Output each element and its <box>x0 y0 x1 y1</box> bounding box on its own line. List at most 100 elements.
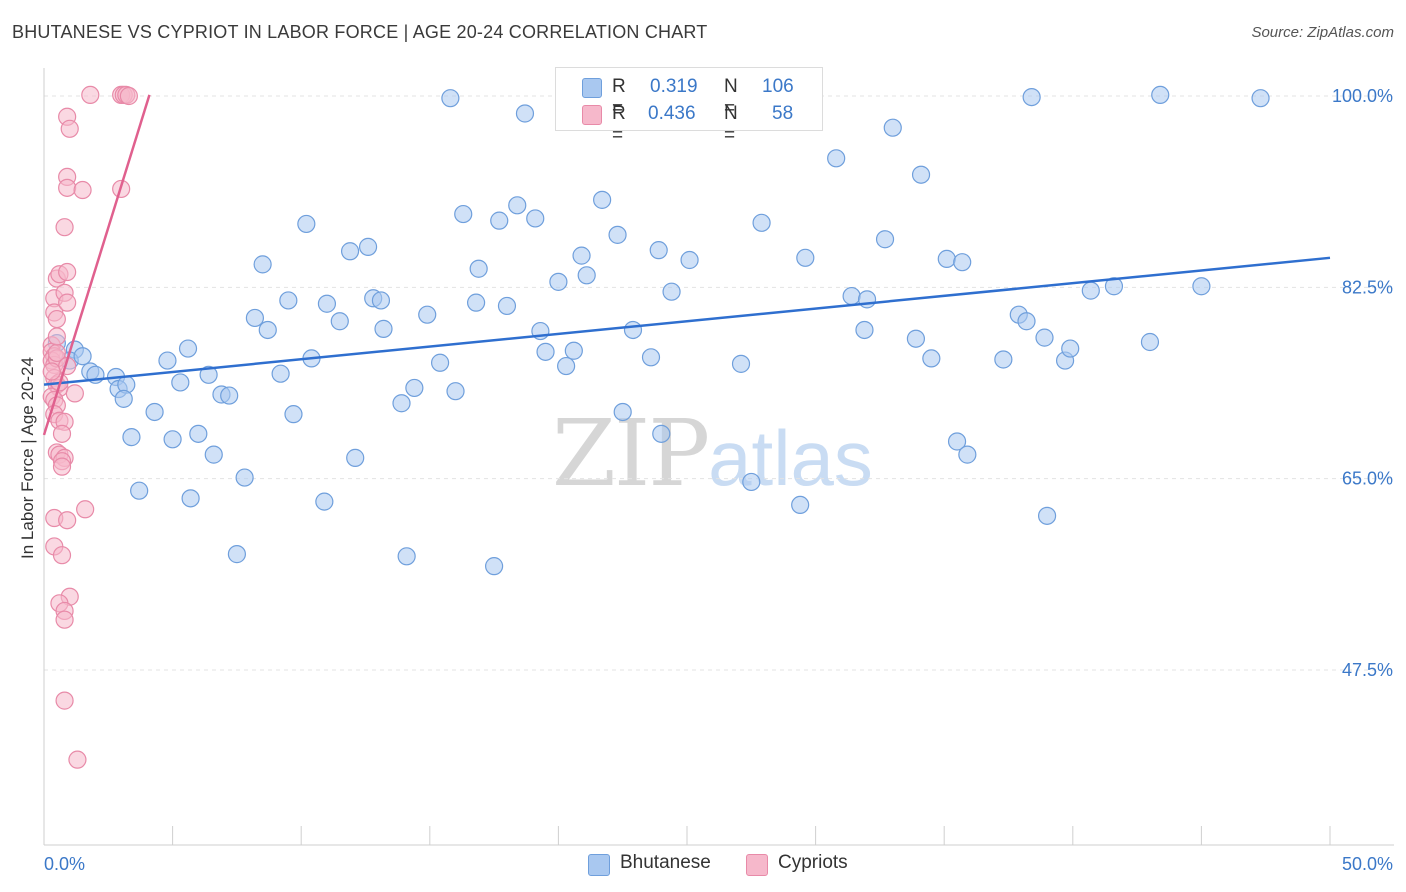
cypriots-point <box>47 327 66 346</box>
bhutanese-point <box>947 432 967 451</box>
bhutanese-point <box>258 320 277 340</box>
legend-swatch-cypriots <box>582 105 602 125</box>
legend-r-label: R = <box>612 76 626 119</box>
bhutanese-point <box>346 448 365 467</box>
legend-stats: R = 0.319 N = 106 R = 0.436 N = 58 <box>555 67 823 146</box>
cypriots-point <box>47 309 66 329</box>
bhutanese-point <box>572 246 591 265</box>
legend-label-cypriots: Cypriots <box>778 852 848 873</box>
bhutanese-point <box>796 248 815 267</box>
bhutanese-point <box>680 250 699 270</box>
bhutanese-point <box>204 445 223 464</box>
bhutanese-point <box>271 364 290 383</box>
bhutanese-point <box>883 118 902 137</box>
x-tick-labels: 0.0% 50.0% <box>44 854 1393 874</box>
cypriots-point <box>55 610 74 629</box>
bhutanese-point <box>515 104 535 123</box>
watermark-atlas: atlas <box>708 414 873 502</box>
cypriots-point <box>58 262 77 282</box>
bhutanese-point <box>163 430 182 449</box>
legend-label-bhutanese: Bhutanese <box>620 852 711 873</box>
bhutanese-point <box>742 472 761 492</box>
bhutanese-point <box>731 354 751 373</box>
bhutanese-point <box>235 468 254 487</box>
bhutanese-point <box>178 339 198 358</box>
bhutanese-point <box>791 495 810 515</box>
cypriots-point <box>42 362 61 381</box>
bhutanese-point <box>340 242 360 261</box>
bhutanese-point <box>145 402 164 422</box>
legend-n-label: N = <box>724 76 738 119</box>
cypriots-point <box>73 180 92 200</box>
bhutanese-point <box>469 259 488 278</box>
bhutanese-point <box>549 272 568 291</box>
series-cypriots <box>42 85 138 769</box>
cypriots-point <box>76 500 95 519</box>
bhutanese-point <box>1022 87 1041 107</box>
bhutanese-point <box>199 365 218 384</box>
bhutanese-point <box>122 428 141 447</box>
cypriots-point <box>52 546 72 565</box>
bhutanese-point <box>220 386 239 405</box>
bhutanese-point <box>130 481 149 500</box>
cypriots-point <box>58 511 77 530</box>
cypriots-point <box>55 218 74 237</box>
bhutanese-point <box>279 291 298 310</box>
bhutanese-point <box>114 389 133 408</box>
bhutanese-point <box>536 342 555 361</box>
bhutanese-point <box>557 356 576 376</box>
bhutanese-point <box>564 341 583 360</box>
cypriots-trend-line <box>42 94 151 436</box>
cypriots-point <box>81 85 100 105</box>
bhutanese-point <box>827 149 846 168</box>
cypriots-point <box>60 119 79 138</box>
bhutanese-point <box>485 557 504 576</box>
bhutanese-point <box>906 329 926 348</box>
cypriots-point <box>65 384 84 403</box>
legend-r-label: R = <box>612 103 626 146</box>
cypriots-point <box>55 691 74 710</box>
x-tick-label: 0.0% <box>44 854 85 874</box>
cypriots-point <box>68 750 87 769</box>
bhutanese-point <box>1081 281 1100 300</box>
chart-title: BHUTANESE VS CYPRIOT IN LABOR FORCE | AG… <box>12 22 708 42</box>
bhutanese-point <box>454 204 473 224</box>
bhutanese-point <box>441 89 460 108</box>
bhutanese-point <box>875 230 895 249</box>
bhutanese-point <box>253 255 272 274</box>
y-tick-label: 65.0% <box>1342 469 1393 489</box>
bhutanese-point <box>641 348 661 367</box>
y-tick-label: 100.0% <box>1332 86 1393 106</box>
bhutanese-point <box>1037 506 1057 525</box>
legend-swatch-cypriots <box>746 854 768 876</box>
bhutanese-point <box>994 350 1013 369</box>
legend-n-value: 58 <box>772 103 794 124</box>
bhutanese-point <box>662 282 681 301</box>
legend-r-value: 0.436 <box>648 103 696 124</box>
bhutanese-point <box>958 445 977 464</box>
y-axis-label: In Labor Force | Age 20-24 <box>18 357 37 559</box>
bhutanese-point <box>490 211 509 230</box>
bhutanese-point <box>297 214 316 234</box>
bhutanese-point <box>577 266 596 285</box>
bhutanese-point <box>652 424 671 443</box>
bhutanese-point <box>158 351 177 370</box>
bhutanese-point <box>330 312 349 331</box>
grid-lines <box>44 95 1394 671</box>
bhutanese-point <box>374 319 393 338</box>
bhutanese-point <box>371 291 391 310</box>
y-tick-labels: 100.0% 82.5% 65.0% 47.5% <box>1332 86 1393 680</box>
bhutanese-point <box>1140 332 1160 352</box>
bhutanese-point <box>181 489 200 508</box>
bhutanese-point <box>430 353 450 372</box>
bhutanese-point <box>911 165 931 184</box>
bhutanese-point <box>1061 339 1080 358</box>
watermark-zip: ZIP <box>552 400 710 507</box>
bhutanese-point <box>608 225 627 244</box>
x-tick-label: 50.0% <box>1342 854 1393 874</box>
bhutanese-point <box>526 209 545 228</box>
cypriots-point <box>58 293 77 312</box>
chart-source: Source: ZipAtlas.com <box>1251 24 1394 41</box>
bhutanese-point <box>855 320 874 340</box>
